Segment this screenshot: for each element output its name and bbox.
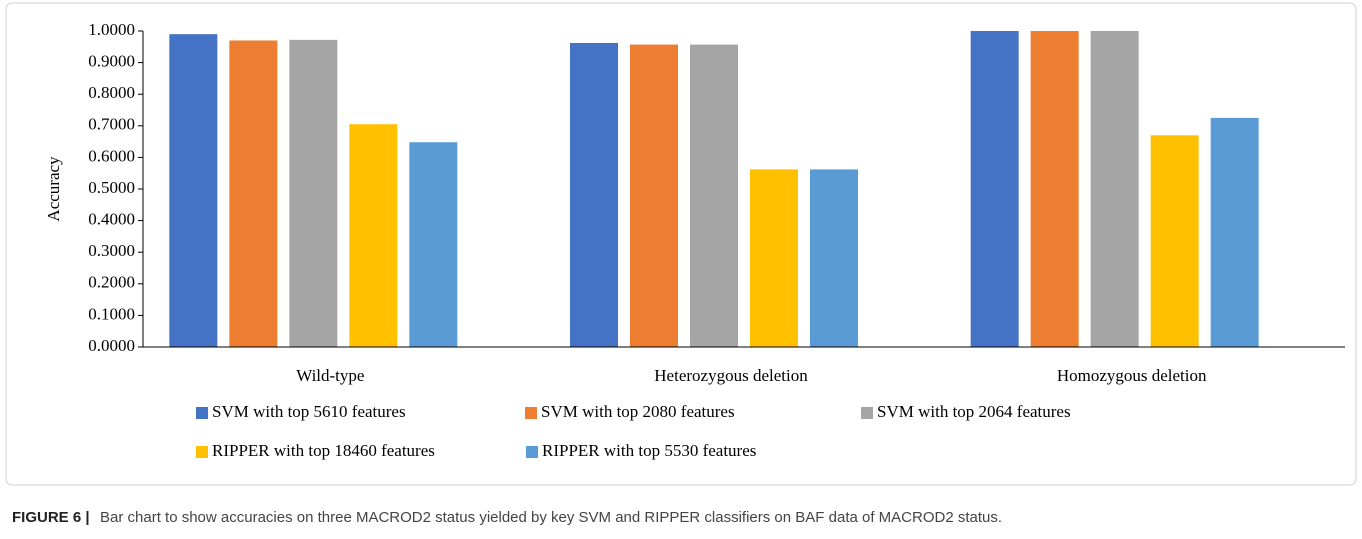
x-tick-label: Homozygous deletion	[1057, 366, 1207, 385]
legend-label: RIPPER with top 5530 features	[542, 441, 756, 460]
y-tick-label: 0.2000	[88, 273, 135, 292]
y-axis-label: Accuracy	[44, 156, 63, 222]
bar	[289, 39, 338, 348]
bar	[750, 169, 798, 347]
bar	[169, 34, 218, 347]
legend-label: SVM with top 5610 features	[212, 402, 406, 421]
y-tick-label: 0.6000	[88, 146, 135, 165]
bar	[570, 43, 618, 348]
legend-label: SVM with top 2080 features	[541, 402, 735, 421]
x-tick-label: Heterozygous deletion	[654, 366, 808, 385]
bar	[970, 31, 1019, 347]
bar	[810, 169, 858, 347]
y-tick-label: 0.1000	[88, 304, 135, 323]
legend-swatch	[196, 407, 208, 419]
caption-label: FIGURE 6 |	[12, 509, 90, 526]
bar	[1030, 31, 1079, 347]
bar	[690, 44, 738, 347]
legend-swatch	[525, 407, 537, 419]
caption: Bar chart to show accuracies on three MA…	[100, 509, 1002, 526]
y-tick-label: 1.0000	[88, 20, 135, 39]
legend-swatch	[526, 446, 538, 458]
legend-label: SVM with top 2064 features	[877, 402, 1071, 421]
bar	[1210, 117, 1259, 348]
y-tick-label: 0.0000	[88, 336, 135, 355]
legend-swatch	[861, 407, 873, 419]
y-tick-label: 0.4000	[88, 210, 135, 229]
x-tick-label: Wild-type	[296, 366, 364, 385]
y-tick-label: 0.9000	[88, 52, 135, 71]
bar	[349, 124, 398, 347]
bar	[409, 142, 458, 347]
legend-swatch	[196, 446, 208, 458]
bar	[1090, 31, 1139, 347]
y-tick-label: 0.7000	[88, 115, 135, 134]
y-tick-label: 0.5000	[88, 178, 135, 197]
bar	[630, 44, 678, 347]
legend-label: RIPPER with top 18460 features	[212, 441, 435, 460]
bar	[229, 40, 278, 347]
y-tick-label: 0.3000	[88, 241, 135, 260]
y-tick-label: 0.8000	[88, 83, 135, 102]
figure-frame	[5, 2, 1357, 486]
bar	[1150, 135, 1199, 347]
